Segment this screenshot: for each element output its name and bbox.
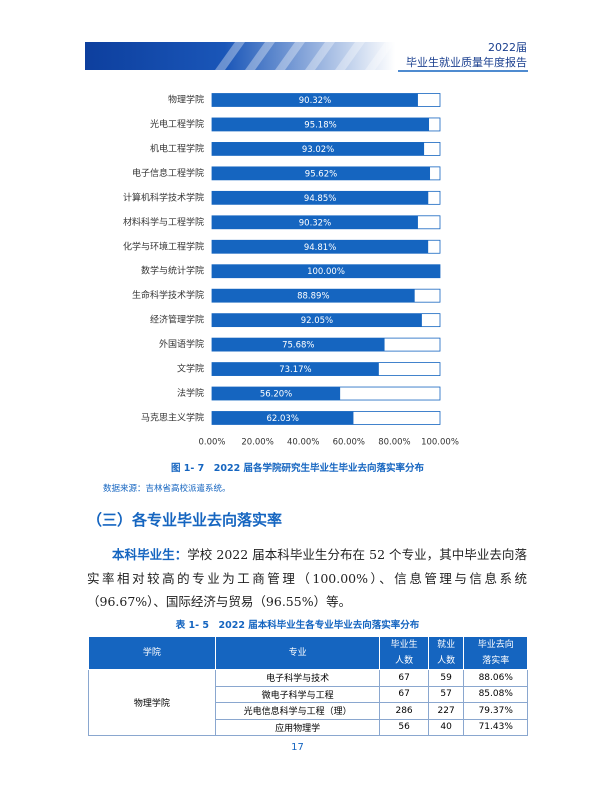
table-cell: 微电子科学与工程 [214,685,381,703]
table-cell: 物理学院 [88,669,216,736]
category-label: 数学与统计学院 [141,265,204,277]
header-row: 学院 专业 毕业生 人数 就业 人数 毕业去向 落实率 [88,636,528,670]
bar [212,411,354,425]
value-label: 56.20% [260,390,292,400]
header-cell: 就业 人数 [427,636,465,670]
section-heading: （三）各专业毕业去向落实率 [87,511,283,529]
value-label: 90.32% [299,96,331,106]
value-label: 73.17% [279,365,311,375]
header-banner [85,42,395,70]
category-label: 生命科学技术学院 [132,289,204,301]
header-year: 2022届 [488,41,527,54]
category-label: 光电工程学院 [150,118,204,130]
chart: 物理学院 90.32% 光电工程学院 95.18% 机电工程学院 93.02% 电子信息工程… [123,93,459,448]
banner-stripes [215,42,395,70]
bar [212,387,341,401]
category-label: 化学与环境工程学院 [123,240,204,252]
table-cell: 光电信息科学与工程（理） [214,702,381,720]
bar [212,191,429,205]
bar [212,117,430,131]
value-label: 93.02% [302,145,334,155]
table-cell: 286 [379,702,429,720]
category-label: 外国语学院 [159,338,204,350]
header-cell: 毕业生 人数 [379,636,429,670]
value-label: 62.03% [267,414,299,424]
table-cell: 59 [427,669,465,687]
category-label: 计算机科学技术学院 [123,191,204,203]
table-cell: 88.06% [463,669,528,687]
header-cell: 专业 [214,636,381,670]
value-label: 100.00% [307,267,345,277]
category-label: 机电工程学院 [150,142,204,154]
header-cell: 学院 [88,636,216,670]
bar [212,166,431,180]
value-label: 95.18% [304,120,336,130]
table-cell: 79.37% [463,702,528,720]
category-label: 物理学院 [168,94,204,106]
bar [212,142,425,156]
x-tick-label: 0.00% [198,438,225,448]
figure-caption: 图 1- 7 2022 届各学院研究生毕业生毕业去向落实率分布 [170,463,425,474]
table-row: 光电信息科学与工程（理） 286 227 79.37% [89,702,528,720]
category-label: 文学院 [177,363,204,375]
x-tick-label: 100.00% [421,438,459,448]
bar [212,313,422,327]
table-cell: 57 [427,685,465,703]
paragraph-text: 学校 2022 届本科毕业生分布在 52 个专业，其中毕业去向落实率相对较高的专… [87,547,527,609]
table-cell: 56 [379,718,429,736]
bar [212,264,440,278]
header-cell: 毕业去向 落实率 [463,636,528,670]
bar [212,215,418,229]
table-cell: 85.08% [463,685,528,703]
category-label: 经济管理学院 [150,314,204,326]
value-label: 92.05% [301,316,333,326]
table: 学院 专业 毕业生 人数 就业 人数 毕业去向 落实率 物理学院 电子科学与技术 67 59 88… [88,636,528,736]
table-cell: 71.43% [463,718,528,736]
bar [212,289,415,303]
source-note: 数据来源：吉林省高校派遣系统。 [103,484,231,494]
value-label: 94.81% [304,243,336,253]
value-label: 75.68% [282,341,314,351]
table-cell: 67 [379,685,429,703]
table-cell: 电子科学与技术 [214,669,381,687]
value-label: 90.32% [299,218,331,228]
paragraph: 本科毕业生：学校 2022 届本科毕业生分布在 52 个专业，其中毕业去向落实率… [87,543,527,614]
bar [212,93,418,107]
table-row: 应用物理学 56 40 71.43% [89,718,528,736]
table-cell: 227 [427,702,465,720]
bar [212,240,429,254]
value-label: 88.89% [297,292,329,302]
table-cell: 67 [379,669,429,687]
table-caption: 表 1- 5 2022 届本科毕业生各专业毕业去向落实率分布 [175,620,420,631]
category-label: 材料科学与工程学院 [123,216,204,228]
x-tick-label: 80.00% [378,438,410,448]
value-label: 94.85% [304,194,336,204]
table-cell: 应用物理学 [214,718,381,736]
value-label: 95.62% [305,169,337,179]
page-number: 17 [291,742,304,753]
table-cell: 40 [427,718,465,736]
header-title: 毕业生就业质量年度报告 [406,55,527,69]
x-tick-label: 20.00% [241,438,273,448]
bar [212,338,385,352]
paragraph-lead: 本科毕业生： [112,547,188,562]
category-label: 法学院 [177,387,204,399]
x-tick-label: 60.00% [333,438,365,448]
bar [212,362,379,376]
category-label: 电子信息工程学院 [132,167,204,179]
category-label: 马克思主义学院 [141,411,204,423]
x-tick-label: 40.00% [287,438,319,448]
table-row: 物理学院 电子科学与技术 67 59 88.06% [88,669,528,736]
